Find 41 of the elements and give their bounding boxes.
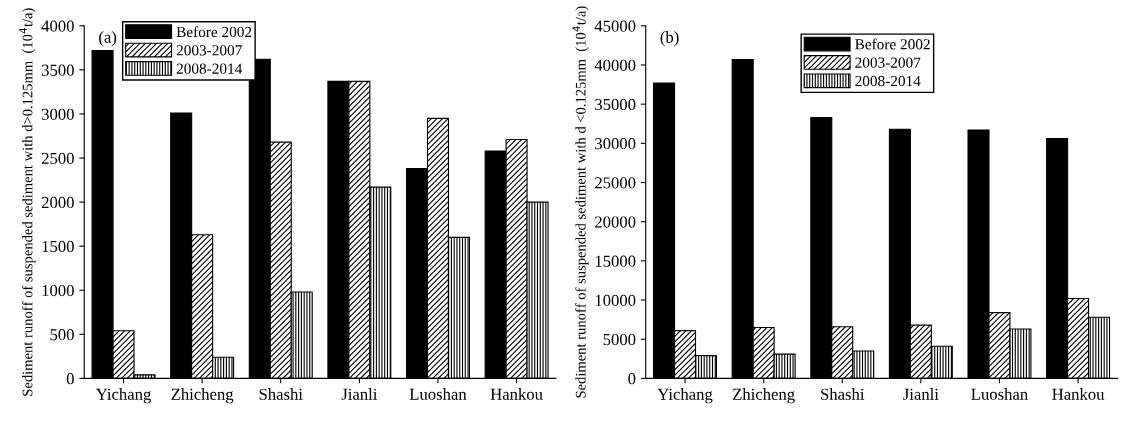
y-tick-label: 20000 <box>595 216 636 228</box>
x-tick-label: Hankou <box>1052 388 1105 400</box>
y-tick-label: 1000 <box>42 284 74 297</box>
y-tick-label: 40000 <box>594 59 636 71</box>
legend-label: Before 2002 <box>855 38 930 50</box>
legend-label: 2003-2007 <box>855 57 921 68</box>
y-axis-title: Sediment runoff of suspended sediment with d>0.125mm (10$^{4}$t/a) <box>19 8 36 396</box>
y-tick-label: 15000 <box>595 255 636 267</box>
x-tick-label: Jianli <box>903 388 939 400</box>
y-tick-label: 0 <box>66 373 74 385</box>
y-tick-label: 5000 <box>603 333 636 346</box>
y-tick-label: 3500 <box>41 64 74 76</box>
legend-label: Before 2002 <box>176 26 252 38</box>
x-tick-label: Shashi <box>259 388 303 400</box>
x-tick-label: Yichang <box>95 388 151 404</box>
x-tick-label: Jianli <box>341 388 378 400</box>
y-tick-label: 500 <box>50 329 74 341</box>
x-tick-label: Hankou <box>490 388 543 400</box>
x-tick-label: Luoshan <box>409 388 467 400</box>
y-tick-label: 10000 <box>595 294 636 306</box>
y-tick-label: 25000 <box>595 177 636 189</box>
y-tick-label: 1500 <box>42 240 74 253</box>
x-tick-label: Yichang <box>657 388 713 404</box>
legend-label: 2003-2007 <box>176 45 242 56</box>
x-tick-label: Luoshan <box>971 388 1028 400</box>
x-tick-label: Zhicheng <box>171 388 234 404</box>
y-tick-label: 2500 <box>41 152 74 164</box>
y-tick-label: 30000 <box>595 138 636 150</box>
y-axis-title: Sediment runoff of suspended sediment with d <0.125mm (10$^{4}$t/a) <box>572 6 589 398</box>
x-tick-label: Zhicheng <box>732 388 795 404</box>
y-tick-label: 0 <box>628 373 636 385</box>
legend-label: 2008-2014 <box>855 75 921 87</box>
y-tick-label: 3000 <box>41 108 74 120</box>
legend-label: 2008-2014 <box>176 63 243 74</box>
y-tick-label: 35000 <box>595 98 636 111</box>
y-tick-label: 45000 <box>594 20 636 32</box>
annotation: (a) <box>99 31 117 47</box>
y-tick-label: 2000 <box>41 196 74 209</box>
y-tick-label: 4000 <box>41 20 74 32</box>
x-tick-label: Shashi <box>821 388 865 400</box>
annotation: (b) <box>660 31 679 47</box>
